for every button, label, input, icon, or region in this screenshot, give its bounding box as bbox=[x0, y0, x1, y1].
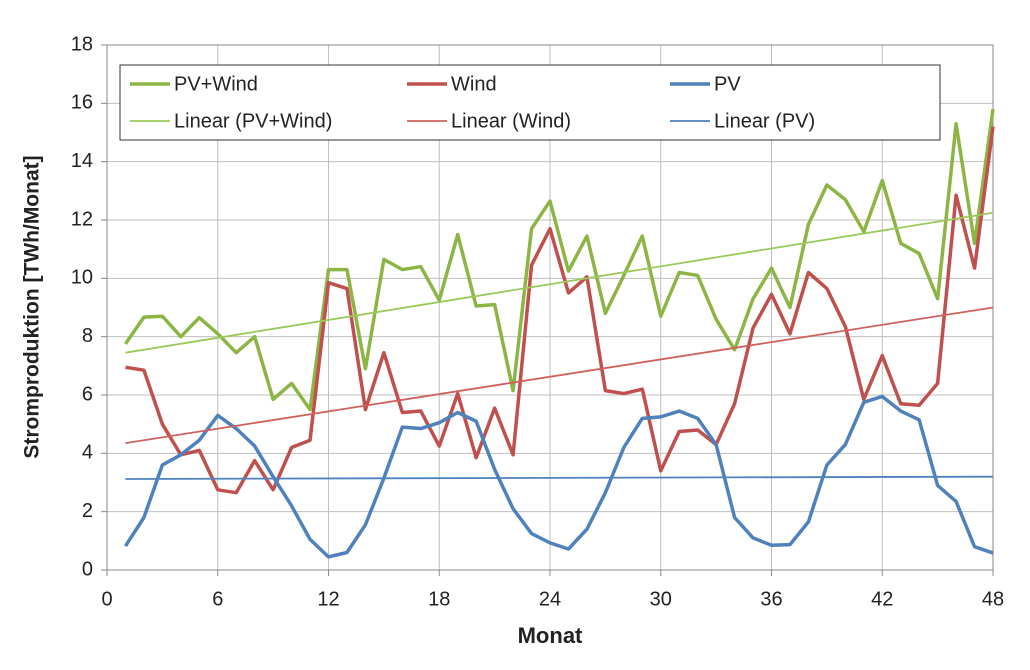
series-line bbox=[125, 211, 994, 354]
series-line bbox=[125, 126, 995, 495]
legend-label: PV+Wind bbox=[174, 73, 258, 95]
y-tick-label: 10 bbox=[71, 267, 93, 289]
legend-label: Linear (PV+Wind) bbox=[174, 110, 332, 132]
y-tick-label: 12 bbox=[71, 208, 93, 230]
y-axis-label: Stromproduktion [TWh/Monat] bbox=[21, 155, 44, 458]
y-tick-label: 16 bbox=[71, 92, 93, 114]
legend-label: Linear (Wind) bbox=[451, 110, 571, 132]
x-tick-label: 18 bbox=[428, 588, 450, 610]
x-tick-label: 30 bbox=[650, 588, 672, 610]
legend-box bbox=[119, 64, 941, 141]
x-tick-label: 6 bbox=[212, 588, 223, 610]
x-tick-label: 24 bbox=[539, 588, 561, 610]
y-tick-label: 0 bbox=[82, 558, 93, 580]
legend-label: Linear (PV) bbox=[714, 110, 815, 132]
x-tick-label: 12 bbox=[317, 588, 339, 610]
y-tick-label: 8 bbox=[82, 325, 93, 347]
y-tick-label: 2 bbox=[82, 500, 93, 522]
series-line bbox=[123, 394, 994, 559]
x-tick-label: 0 bbox=[101, 588, 112, 610]
y-tick-label: 4 bbox=[82, 442, 93, 464]
y-tick-label: 14 bbox=[71, 150, 93, 172]
series-line bbox=[125, 475, 994, 480]
y-tick-label: 6 bbox=[82, 383, 93, 405]
legend-label: PV bbox=[714, 73, 741, 95]
x-tick-label: 36 bbox=[760, 588, 782, 610]
legend-label: Wind bbox=[451, 73, 497, 95]
x-tick-label: 42 bbox=[871, 588, 893, 610]
x-axis-label: Monat bbox=[518, 623, 583, 648]
y-tick-label: 18 bbox=[71, 33, 93, 55]
series-line bbox=[124, 108, 995, 412]
x-tick-label: 48 bbox=[982, 588, 1004, 610]
series-line bbox=[125, 306, 994, 445]
